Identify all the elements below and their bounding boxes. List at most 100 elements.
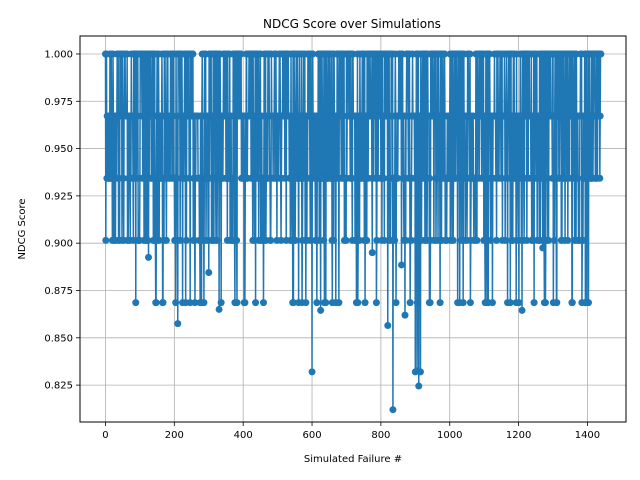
data-point <box>361 299 369 307</box>
data-point <box>102 236 110 244</box>
data-point <box>392 299 400 307</box>
data-point <box>306 236 314 244</box>
data-point <box>596 112 604 120</box>
x-tick-label: 1200 <box>506 430 531 441</box>
data-point <box>372 299 380 307</box>
data-point <box>391 236 399 244</box>
data-point <box>449 236 457 244</box>
data-point <box>389 406 397 414</box>
data-point <box>302 299 310 307</box>
data-point <box>233 236 241 244</box>
x-tick-label: 600 <box>302 430 321 441</box>
data-point <box>320 236 328 244</box>
data-point <box>487 236 495 244</box>
data-point <box>539 244 547 252</box>
x-tick-label: 400 <box>234 430 253 441</box>
data-point <box>189 50 197 58</box>
data-point <box>544 174 552 182</box>
x-tick-label: 1400 <box>575 430 600 441</box>
data-point <box>373 236 381 244</box>
data-point <box>384 322 392 329</box>
data-point <box>441 50 449 58</box>
y-tick-label: 1.000 <box>44 49 73 60</box>
x-tick-label: 1000 <box>437 430 462 441</box>
data-point <box>132 299 140 307</box>
data-point <box>267 236 275 244</box>
y-tick-label: 0.825 <box>44 381 73 392</box>
data-point <box>291 236 299 244</box>
data-point <box>199 112 207 120</box>
data-point <box>398 261 406 269</box>
data-point <box>217 299 225 307</box>
data-point <box>486 50 494 58</box>
data-point <box>237 50 245 58</box>
data-point <box>176 236 184 244</box>
data-point <box>342 236 350 244</box>
data-point <box>205 269 213 277</box>
data-point <box>230 174 238 182</box>
data-point <box>335 299 343 307</box>
data-point <box>289 299 297 307</box>
data-point <box>200 299 208 307</box>
data-point <box>541 299 549 307</box>
data-point <box>411 174 419 182</box>
data-point <box>215 305 223 313</box>
data-point <box>330 236 338 244</box>
data-point <box>401 311 409 319</box>
data-point <box>259 299 267 307</box>
data-point <box>466 299 474 307</box>
data-point <box>406 299 414 307</box>
data-point <box>597 50 605 58</box>
y-tick-label: 0.850 <box>44 333 73 344</box>
data-point <box>380 236 388 244</box>
data-point <box>380 174 388 182</box>
data-point <box>322 299 330 307</box>
data-point <box>515 299 523 307</box>
y-tick-label: 0.900 <box>44 239 73 250</box>
data-point <box>227 112 235 120</box>
data-point <box>412 236 420 244</box>
data-point <box>530 299 538 307</box>
data-point <box>579 236 587 244</box>
data-point <box>473 236 481 244</box>
data-point <box>152 299 160 307</box>
data-point <box>568 299 576 307</box>
data-point <box>363 236 371 244</box>
data-point <box>415 382 423 390</box>
data-point <box>394 174 402 182</box>
chart-title: NDCG Score over Simulations <box>263 17 441 31</box>
y-tick-label: 0.950 <box>44 144 73 155</box>
data-point <box>317 306 325 314</box>
data-point <box>413 299 421 307</box>
data-point <box>426 299 434 307</box>
x-axis-label: Simulated Failure # <box>304 454 402 465</box>
data-point <box>493 236 501 244</box>
plot-frame <box>79 35 627 423</box>
series-line <box>104 53 602 411</box>
data-point <box>191 236 199 244</box>
data-point <box>356 236 364 244</box>
data-point <box>368 249 376 257</box>
data-point <box>144 236 152 244</box>
data-point <box>309 50 317 58</box>
x-tick-label: 200 <box>165 430 184 441</box>
data-point <box>354 299 362 307</box>
data-point <box>159 299 167 307</box>
data-point <box>252 299 260 307</box>
data-point <box>241 299 249 307</box>
data-point <box>523 236 531 244</box>
data-point <box>436 299 444 307</box>
data-point <box>501 236 509 244</box>
data-point <box>308 368 316 376</box>
data-point <box>313 299 321 307</box>
data-point <box>596 174 604 182</box>
data-point <box>553 299 561 307</box>
data-point <box>172 299 180 307</box>
data-point <box>466 50 474 58</box>
data-point <box>402 236 410 244</box>
x-tick-label: 0 <box>102 430 108 441</box>
data-point <box>407 236 415 244</box>
y-axis-label: NDCG Score <box>17 198 28 259</box>
data-point <box>564 236 572 244</box>
x-tick-label: 800 <box>371 430 390 441</box>
